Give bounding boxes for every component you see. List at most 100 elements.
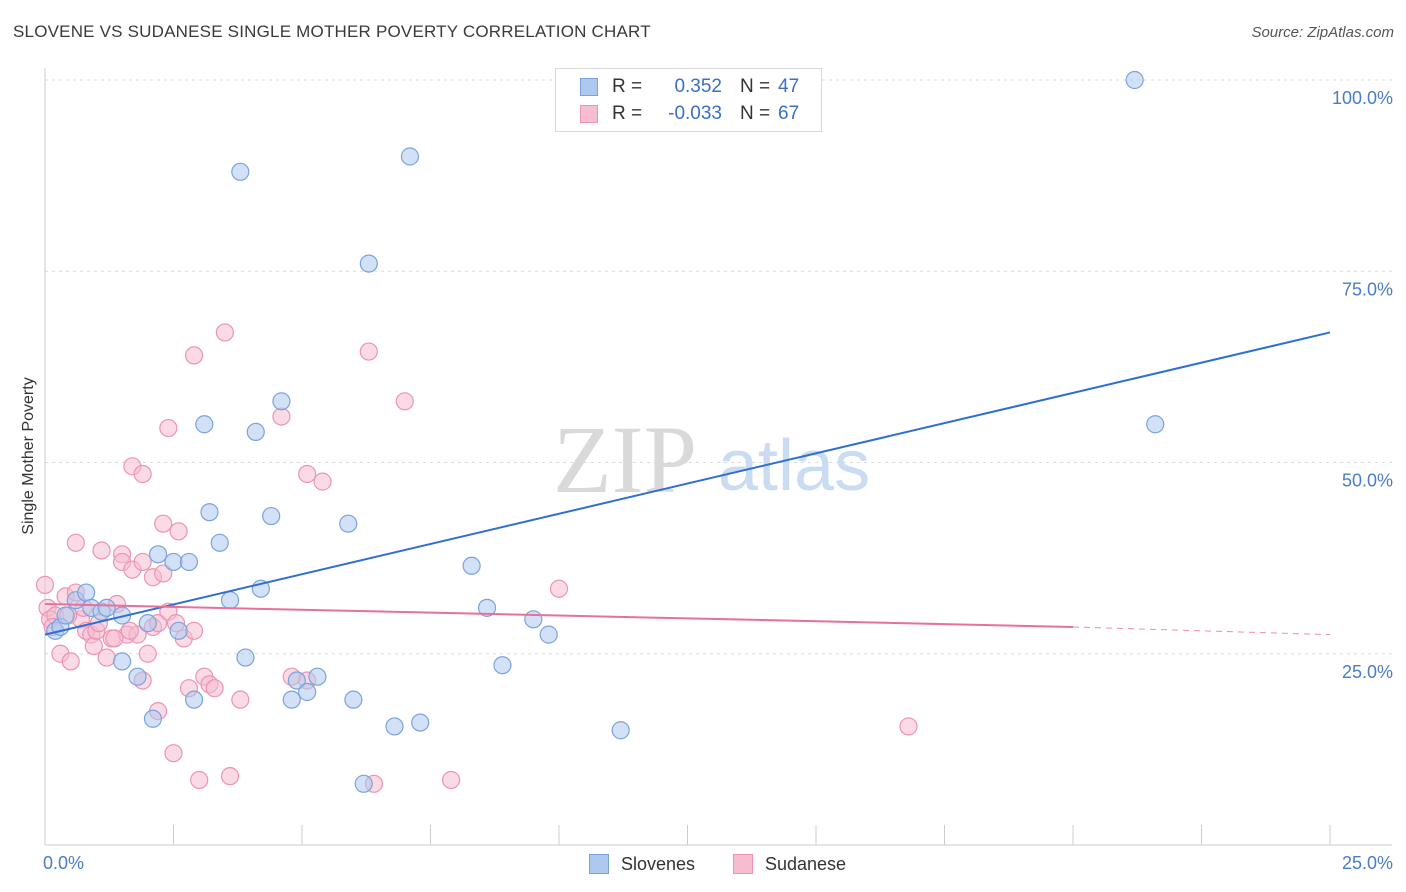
legend-n-label: N = bbox=[740, 103, 771, 124]
slovene-point bbox=[164, 552, 183, 572]
sudanese-point bbox=[97, 648, 116, 667]
y-tick-label: 100.0% bbox=[1332, 88, 1393, 108]
slovene-point bbox=[262, 506, 281, 526]
series-label-sudanese: Sudanese bbox=[765, 853, 847, 874]
slovene-point bbox=[56, 606, 75, 625]
watermark: ZIP atlas bbox=[553, 406, 870, 513]
slovene-point bbox=[169, 621, 188, 640]
slovene-point bbox=[128, 667, 147, 686]
sudanese-point bbox=[231, 690, 250, 709]
sudanese-point bbox=[184, 346, 204, 365]
slovene-point bbox=[231, 162, 250, 181]
tick-labels: 25.0% 50.0% 75.0% 100.0% 0.0% 25.0% bbox=[43, 88, 1393, 873]
sudanese-point bbox=[205, 679, 224, 698]
slovene-point bbox=[339, 514, 358, 533]
slovene-point bbox=[411, 713, 430, 732]
sudanese-point bbox=[184, 621, 204, 640]
slovene-point bbox=[210, 533, 229, 552]
gridlines bbox=[45, 79, 1392, 655]
slovene-point bbox=[236, 648, 255, 667]
sudanese-point bbox=[272, 407, 291, 426]
y-tick-label: 25.0% bbox=[1342, 662, 1393, 682]
sudanese-point bbox=[92, 541, 111, 560]
sudanese-point bbox=[899, 717, 918, 736]
slovene-point bbox=[385, 717, 404, 736]
legend-n-value: 47 bbox=[778, 76, 800, 97]
slovene-point bbox=[148, 545, 168, 564]
sudanese-point bbox=[395, 392, 414, 411]
watermark-atlas: atlas bbox=[718, 426, 870, 506]
sudanese-point bbox=[164, 744, 183, 763]
slovene-point bbox=[1146, 415, 1165, 434]
chart-title: SLOVENE VS SUDANESE SINGLE MOTHER POVERT… bbox=[13, 22, 651, 41]
legend-n-value: 67 bbox=[778, 103, 800, 124]
legend-r-value: 0.352 bbox=[674, 76, 722, 97]
series-legend-sudanese: Sudanese bbox=[733, 852, 846, 876]
slovene-point bbox=[298, 682, 317, 702]
sudanese-point bbox=[154, 514, 173, 533]
sudanese-point bbox=[549, 579, 569, 598]
slovene-point bbox=[184, 690, 204, 709]
slovene-point bbox=[112, 652, 132, 671]
series-legend-slovenes: Slovenes bbox=[589, 852, 695, 876]
slovene-point bbox=[1125, 70, 1144, 90]
legend-swatch-sudanese bbox=[580, 105, 598, 123]
slovene-point bbox=[77, 583, 96, 602]
sudanese-point bbox=[159, 418, 178, 438]
slovene-point bbox=[477, 598, 497, 617]
trend-lines bbox=[44, 331, 1331, 636]
x-tick-label: 25.0% bbox=[1342, 853, 1393, 873]
sudanese-point bbox=[298, 464, 317, 484]
sudanese-point bbox=[105, 629, 124, 648]
axes bbox=[44, 68, 1392, 846]
slovene-point bbox=[359, 254, 378, 273]
sudanese-point bbox=[215, 323, 234, 342]
slovene-point bbox=[524, 610, 543, 629]
y-tick-label: 75.0% bbox=[1342, 279, 1393, 299]
slovene-point bbox=[287, 671, 306, 690]
sudanese-point bbox=[441, 770, 461, 790]
sudanese-point bbox=[313, 472, 332, 491]
slovene-point bbox=[344, 690, 363, 709]
legend-r-label: R = bbox=[612, 76, 643, 97]
legend-n-label: N = bbox=[740, 76, 771, 97]
sudanese-point bbox=[61, 652, 80, 671]
slovene-point bbox=[493, 656, 512, 675]
slovene-point bbox=[143, 709, 163, 728]
slovene-point bbox=[200, 503, 219, 522]
slovene-point bbox=[246, 422, 265, 441]
legend-r-label: R = bbox=[612, 103, 643, 124]
sudanese-point bbox=[359, 342, 378, 361]
sudanese-point bbox=[133, 464, 152, 484]
sudanese-point bbox=[66, 533, 85, 552]
sudanese-point bbox=[169, 522, 188, 541]
correlation-legend: R = 0.352 N = 47 R = -0.033 N = 67 bbox=[555, 68, 822, 132]
slovene-point bbox=[220, 591, 240, 610]
series-swatch-sudanese bbox=[733, 854, 753, 874]
watermark-zip: ZIP bbox=[553, 406, 697, 513]
slovene-point bbox=[400, 147, 420, 166]
sudanese-point bbox=[154, 564, 173, 583]
slovene-point bbox=[179, 552, 199, 572]
slovene-point bbox=[282, 690, 301, 709]
slovene-points bbox=[46, 70, 1165, 793]
slovene-point bbox=[539, 625, 558, 644]
series-swatch-slovenes bbox=[589, 854, 609, 874]
legend-swatch-slovenes bbox=[580, 78, 598, 96]
series-label-slovenes: Slovenes bbox=[621, 853, 696, 874]
slovene-point bbox=[195, 415, 214, 434]
source-credit: Source: ZipAtlas.com bbox=[1251, 24, 1394, 41]
sudanese-point bbox=[190, 770, 209, 790]
sudanese-point bbox=[138, 644, 157, 663]
legend-row-slovenes: R = 0.352 N = 47 bbox=[580, 74, 799, 100]
sudanese-trend-line bbox=[44, 603, 1074, 628]
sudanese-trend-extension bbox=[1072, 626, 1331, 636]
slovene-point bbox=[462, 556, 481, 575]
slovene-point bbox=[611, 721, 630, 740]
sudanese-point bbox=[133, 552, 152, 572]
y-tick-label: 50.0% bbox=[1342, 471, 1393, 491]
sudanese-point bbox=[120, 621, 139, 640]
slovene-point bbox=[308, 667, 327, 686]
slovene-point bbox=[138, 614, 157, 633]
